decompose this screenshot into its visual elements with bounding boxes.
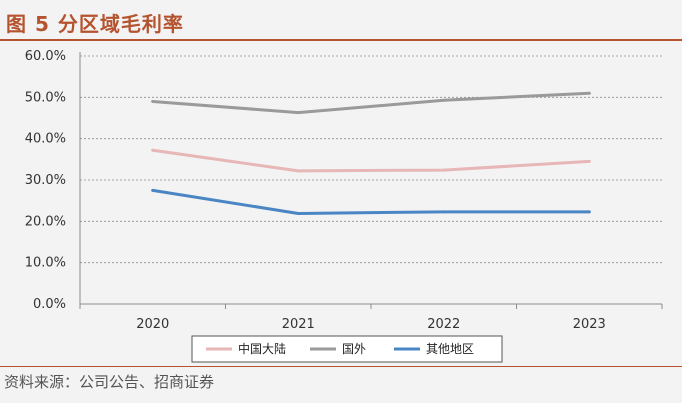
y-tick-label: 10.0% — [25, 256, 66, 271]
series-lines — [151, 91, 591, 215]
source-note: 资料来源：公司公告、招商证券 — [4, 373, 215, 391]
axes: 0.0% 10.0% 20.0% 30.0% 40.0% 50.0% 60.0% 2020 20… — [25, 49, 663, 332]
margin-line-chart: 0.0% 10.0% 20.0% 30.0% 40.0% 50.0% 60.0% 2020 20… — [25, 49, 663, 363]
data-point — [587, 210, 591, 214]
data-point — [151, 188, 155, 192]
legend-label: 其他地区 — [426, 342, 474, 356]
data-point — [151, 99, 155, 103]
data-point — [296, 169, 300, 173]
x-tick-label: 2022 — [427, 317, 460, 332]
legend-label: 中国大陆 — [238, 341, 286, 356]
y-tick-label: 60.0% — [25, 49, 66, 64]
series-line-2 — [151, 188, 591, 215]
grid-lines — [80, 55, 662, 264]
data-point — [151, 148, 155, 152]
data-point — [587, 159, 591, 163]
y-tick-label: 30.0% — [25, 173, 66, 188]
footer-divider — [0, 366, 682, 367]
legend-label: 国外 — [342, 342, 366, 356]
y-tick-label: 20.0% — [25, 214, 66, 229]
y-tick-label: 0.0% — [33, 297, 66, 312]
figure-title: 图 5 分区域毛利率 — [6, 12, 184, 36]
x-tick-label: 2021 — [282, 317, 315, 332]
x-tick-label: 2020 — [136, 317, 169, 332]
data-point — [442, 98, 446, 102]
series-line-0 — [151, 148, 591, 173]
data-point — [296, 111, 300, 115]
data-point — [296, 211, 300, 215]
y-tick-label: 40.0% — [25, 132, 66, 147]
data-point — [442, 210, 446, 214]
figure-header: 图 5 分区域毛利率 — [0, 0, 682, 42]
header-divider — [0, 39, 682, 41]
legend: 中国大陆 国外 其他地区 — [191, 335, 503, 363]
data-point — [587, 91, 591, 95]
x-tick-label: 2023 — [573, 317, 606, 332]
y-tick-label: 50.0% — [25, 90, 66, 105]
data-point — [442, 168, 446, 172]
series-line-1 — [151, 91, 591, 115]
legend-box — [191, 335, 503, 363]
